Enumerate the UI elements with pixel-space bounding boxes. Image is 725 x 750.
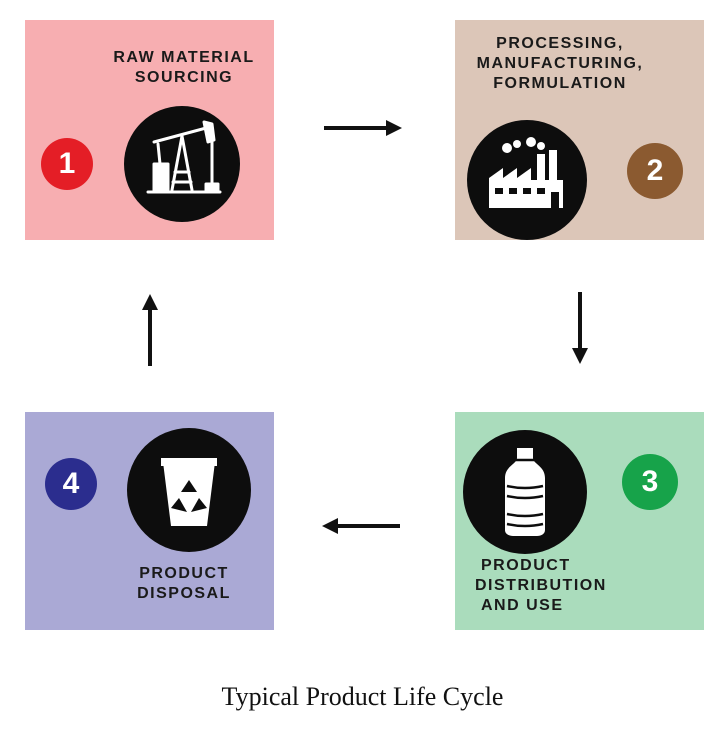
stage-3-number-badge: 3 <box>622 454 678 510</box>
stage-3-title: PRODUCT DISTRIBUTION AND USE <box>475 557 607 614</box>
stage-4-title: PRODUCT DISPOSAL <box>137 565 231 602</box>
stage-2-number-badge: 2 <box>627 143 683 199</box>
arrow-down-icon <box>572 292 588 364</box>
arrow-left-icon <box>322 518 400 534</box>
figure-caption: Typical Product Life Cycle <box>221 682 504 711</box>
stage-1-box: RAW MATERIAL SOURCING 1 <box>25 20 274 240</box>
stage-4-number-badge: 4 <box>45 458 97 510</box>
stage-4-box: 4 PRODUCT DISPOSAL <box>25 412 274 630</box>
factory-icon <box>467 120 587 240</box>
arrow-up-icon <box>142 294 158 366</box>
stage-3-box: 3 PRODUCT DISTRIBUTION AND USE <box>455 412 704 630</box>
stage-1-title: RAW MATERIAL SOURCING <box>113 49 255 86</box>
oil-pump-icon <box>124 106 240 222</box>
stage-2-title: PROCESSING, MANUFACTURING, FORMULATION <box>476 35 644 92</box>
recycle-bin-icon <box>127 428 251 552</box>
stage-2-box: PROCESSING, MANUFACTURING, FORMULATION <box>455 20 704 240</box>
stage-1-number-badge: 1 <box>41 138 93 190</box>
bottle-icon <box>463 430 587 554</box>
arrow-right-icon <box>324 120 402 136</box>
